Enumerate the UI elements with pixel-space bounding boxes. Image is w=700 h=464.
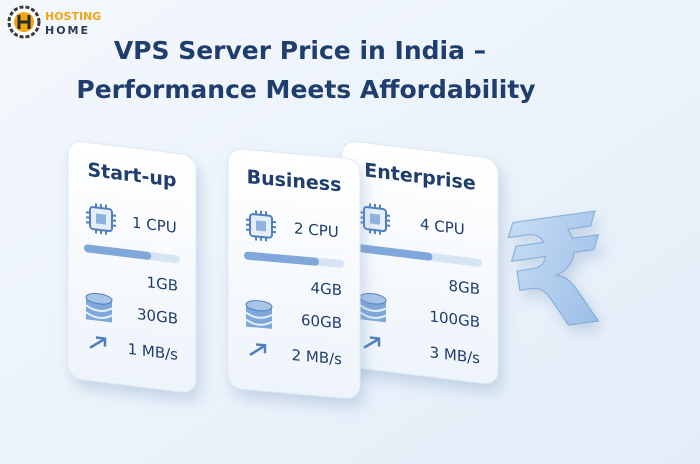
storage-text: 30GB bbox=[137, 305, 178, 328]
ram-text: 1GB bbox=[147, 273, 178, 295]
storage-text: 60GB bbox=[301, 311, 342, 333]
db-rings bbox=[359, 304, 387, 319]
cpu-text: 1 CPU bbox=[132, 213, 177, 236]
rupee-symbol: ₹ bbox=[495, 182, 623, 369]
logo-text: HOSTING bbox=[45, 10, 101, 23]
speed-arrow bbox=[363, 336, 381, 349]
cpu-core bbox=[96, 213, 106, 225]
ram-text: 4GB bbox=[311, 279, 342, 300]
cpu-pins bbox=[86, 203, 116, 235]
ram-text: 8GB bbox=[449, 277, 480, 299]
storage-icon bbox=[245, 300, 273, 329]
cpu-pins bbox=[246, 210, 276, 242]
logo-mark bbox=[17, 15, 31, 29]
cpu-text: 2 CPU bbox=[294, 219, 339, 241]
cpu-icon bbox=[360, 203, 390, 235]
speed-arrow bbox=[89, 336, 107, 349]
db-rings bbox=[245, 311, 273, 326]
ram-bar-fill bbox=[358, 244, 433, 261]
logo: HOSTING HOME bbox=[7, 5, 101, 39]
ram-bar-fill bbox=[244, 251, 319, 266]
cpu-icon bbox=[246, 210, 276, 242]
storage-icon bbox=[85, 293, 113, 323]
cpu-pins bbox=[360, 203, 390, 235]
storage-icon bbox=[359, 293, 387, 323]
logo-text: HOME bbox=[45, 24, 90, 37]
speed-text: 2 MB/s bbox=[292, 346, 343, 368]
title: VPS Server Price in India – bbox=[114, 36, 486, 65]
cpu-text: 4 CPU bbox=[420, 215, 465, 238]
db-top bbox=[85, 293, 113, 305]
speed-arrow bbox=[249, 343, 267, 357]
title: Performance Meets Affordability bbox=[76, 75, 535, 104]
db-top bbox=[245, 300, 273, 312]
cpu-icon bbox=[86, 203, 116, 235]
cpu-core bbox=[370, 213, 380, 225]
cpu-core bbox=[256, 220, 266, 232]
db-rings bbox=[85, 304, 113, 319]
ram-bar-fill bbox=[84, 244, 152, 260]
